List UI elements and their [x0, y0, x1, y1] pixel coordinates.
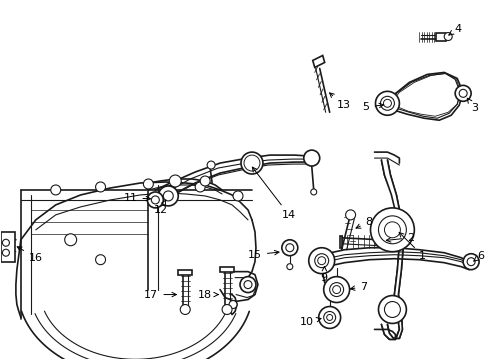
- Circle shape: [462, 254, 478, 270]
- Circle shape: [51, 185, 61, 195]
- Polygon shape: [312, 55, 324, 67]
- Text: 9: 9: [320, 266, 327, 283]
- Circle shape: [443, 32, 451, 41]
- Circle shape: [345, 210, 355, 220]
- Circle shape: [380, 96, 394, 110]
- Circle shape: [95, 182, 105, 192]
- Circle shape: [314, 254, 328, 268]
- Text: 11: 11: [123, 193, 150, 203]
- Text: 12: 12: [153, 200, 167, 215]
- Text: 1: 1: [398, 233, 426, 261]
- Text: 2: 2: [386, 233, 414, 243]
- Text: 5: 5: [362, 102, 383, 112]
- Text: 4: 4: [448, 24, 460, 35]
- Circle shape: [323, 311, 335, 323]
- Text: 7: 7: [350, 282, 367, 292]
- Circle shape: [143, 179, 153, 189]
- Circle shape: [310, 189, 316, 195]
- Circle shape: [378, 216, 406, 244]
- Circle shape: [195, 182, 205, 192]
- Polygon shape: [220, 267, 234, 272]
- Circle shape: [163, 191, 173, 201]
- Circle shape: [147, 192, 163, 208]
- Circle shape: [228, 301, 237, 309]
- Circle shape: [326, 315, 332, 320]
- Polygon shape: [1, 232, 15, 262]
- Text: 14: 14: [252, 167, 295, 220]
- Circle shape: [158, 186, 178, 206]
- Circle shape: [383, 99, 390, 107]
- Circle shape: [317, 257, 325, 265]
- Circle shape: [332, 285, 340, 293]
- Circle shape: [2, 249, 9, 256]
- Text: 3: 3: [466, 98, 477, 113]
- Circle shape: [233, 191, 243, 201]
- Circle shape: [323, 276, 349, 302]
- Circle shape: [370, 208, 413, 252]
- Circle shape: [285, 244, 293, 252]
- Circle shape: [384, 302, 400, 318]
- Circle shape: [458, 89, 466, 97]
- Circle shape: [286, 264, 292, 270]
- Text: 17: 17: [144, 289, 176, 300]
- Circle shape: [95, 255, 105, 265]
- Circle shape: [169, 175, 181, 187]
- Circle shape: [378, 296, 406, 323]
- Polygon shape: [339, 236, 341, 248]
- Circle shape: [244, 280, 251, 289]
- Text: 10: 10: [299, 318, 320, 328]
- Circle shape: [466, 258, 474, 266]
- Text: 6: 6: [473, 251, 483, 261]
- Circle shape: [454, 85, 470, 101]
- Circle shape: [281, 240, 297, 256]
- Circle shape: [329, 283, 343, 297]
- Circle shape: [151, 196, 159, 204]
- Circle shape: [318, 306, 340, 328]
- Text: 16: 16: [17, 247, 43, 263]
- Circle shape: [240, 276, 255, 293]
- Polygon shape: [381, 160, 403, 339]
- Text: 15: 15: [247, 250, 279, 260]
- Circle shape: [246, 158, 257, 168]
- Text: 18: 18: [198, 289, 218, 300]
- Circle shape: [308, 248, 334, 274]
- Circle shape: [384, 222, 400, 238]
- Circle shape: [207, 161, 215, 169]
- Circle shape: [180, 305, 190, 315]
- Circle shape: [244, 155, 260, 171]
- Text: 13: 13: [329, 93, 350, 110]
- Circle shape: [241, 152, 263, 174]
- Circle shape: [375, 91, 399, 115]
- Circle shape: [303, 150, 319, 166]
- Polygon shape: [178, 270, 192, 275]
- Circle shape: [64, 234, 77, 246]
- Circle shape: [200, 176, 210, 186]
- Circle shape: [222, 305, 232, 315]
- Text: 8: 8: [355, 217, 372, 228]
- Polygon shape: [435, 32, 446, 41]
- Circle shape: [2, 239, 9, 246]
